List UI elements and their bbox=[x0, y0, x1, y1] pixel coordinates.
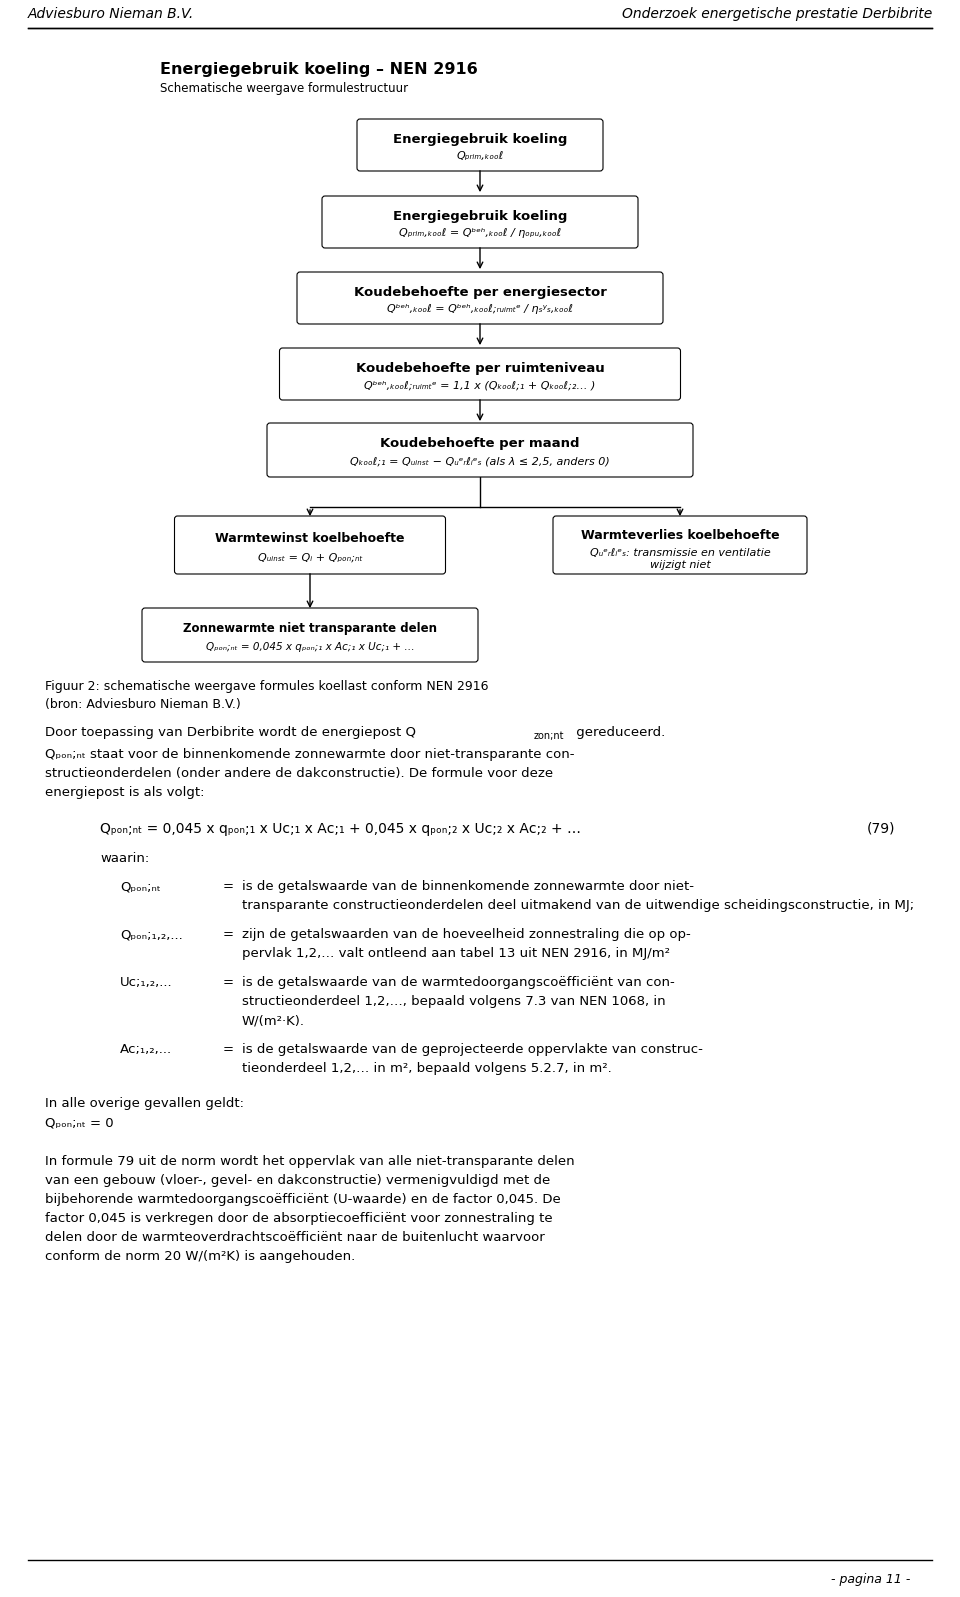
FancyBboxPatch shape bbox=[322, 196, 638, 248]
Text: Onderzoek energetische prestatie Derbibrite: Onderzoek energetische prestatie Derbibr… bbox=[622, 6, 932, 21]
Text: Qᵤᵢₙₛₜ = Qᵢ + Qₚₒₙ;ₙₜ: Qᵤᵢₙₛₜ = Qᵢ + Qₚₒₙ;ₙₜ bbox=[257, 553, 362, 564]
Text: Door toepassing van Derbibrite wordt de energiepost Q: Door toepassing van Derbibrite wordt de … bbox=[45, 727, 416, 739]
Text: structieonderdeel 1,2,…, bepaald volgens 7.3 van NEN 1068, in: structieonderdeel 1,2,…, bepaald volgens… bbox=[242, 995, 665, 1008]
Text: is de getalswaarde van de binnenkomende zonnewarmte door niet-: is de getalswaarde van de binnenkomende … bbox=[242, 880, 694, 893]
Text: Adviesburo Nieman B.V.: Adviesburo Nieman B.V. bbox=[28, 6, 194, 21]
Text: bijbehorende warmtedoorgangscoëfficiënt (U-waarde) en de factor 0,045. De: bijbehorende warmtedoorgangscoëfficiënt … bbox=[45, 1193, 561, 1206]
FancyBboxPatch shape bbox=[553, 516, 807, 573]
Text: Koudebehoefte per maand: Koudebehoefte per maand bbox=[380, 438, 580, 450]
Text: (79): (79) bbox=[867, 822, 895, 835]
Text: In formule 79 uit de norm wordt het oppervlak van alle niet-transparante delen: In formule 79 uit de norm wordt het oppe… bbox=[45, 1155, 575, 1167]
Text: Qₚᵣᵢₘ,ₖₒₒℓ = Qᵇᵉʰ,ₖₒₒℓ / ηₒₚᵤ,ₖₒₒℓ: Qₚᵣᵢₘ,ₖₒₒℓ = Qᵇᵉʰ,ₖₒₒℓ / ηₒₚᵤ,ₖₒₒℓ bbox=[398, 228, 562, 238]
FancyBboxPatch shape bbox=[279, 348, 681, 399]
Text: Warmteverlies koelbehoefte: Warmteverlies koelbehoefte bbox=[581, 529, 780, 541]
Text: tieonderdeel 1,2,… in m², bepaald volgens 5.2.7, in m².: tieonderdeel 1,2,… in m², bepaald volgen… bbox=[242, 1062, 612, 1075]
Text: Uᴄ;₁,₂,...: Uᴄ;₁,₂,... bbox=[120, 976, 173, 989]
Text: delen door de warmteoverdrachtscoëfficiënt naar de buitenlucht waarvoor: delen door de warmteoverdrachtscoëfficië… bbox=[45, 1231, 544, 1244]
Text: Qₚᵣᵢₘ,ₖₒₒℓ: Qₚᵣᵢₘ,ₖₒₒℓ bbox=[456, 152, 504, 161]
Text: is de getalswaarde van de geprojecteerde oppervlakte van construc-: is de getalswaarde van de geprojecteerde… bbox=[242, 1043, 703, 1056]
FancyBboxPatch shape bbox=[297, 271, 663, 324]
FancyBboxPatch shape bbox=[142, 608, 478, 663]
Text: wijzigt niet: wijzigt niet bbox=[650, 561, 710, 570]
Text: - pagina 11 -: - pagina 11 - bbox=[830, 1573, 910, 1586]
Text: Qₚₒₙ;ₙₜ = 0: Qₚₒₙ;ₙₜ = 0 bbox=[45, 1116, 113, 1131]
Text: =: = bbox=[223, 880, 233, 893]
Text: structieonderdelen (onder andere de dakconstructie). De formule voor deze: structieonderdelen (onder andere de dakc… bbox=[45, 767, 553, 779]
Text: Energiegebruik koeling: Energiegebruik koeling bbox=[393, 133, 567, 145]
Text: W/(m²·K).: W/(m²·K). bbox=[242, 1014, 305, 1027]
Text: Figuur 2: schematische weergave formules koellast conform NEN 2916: Figuur 2: schematische weergave formules… bbox=[45, 680, 489, 693]
Text: energiepost is als volgt:: energiepost is als volgt: bbox=[45, 786, 204, 798]
Text: Qₖₒₒℓ;₁ = Qᵤᵢₙₛₜ − Qᵤᵉᵣℓᵢᵉₛ (als λ ≤ 2,5, anders 0): Qₖₒₒℓ;₁ = Qᵤᵢₙₛₜ − Qᵤᵉᵣℓᵢᵉₛ (als λ ≤ 2,5… bbox=[350, 457, 610, 466]
Text: Koudebehoefte per ruimteniveau: Koudebehoefte per ruimteniveau bbox=[355, 361, 605, 375]
Text: conform de norm 20 W/(m²K) is aangehouden.: conform de norm 20 W/(m²K) is aangehoude… bbox=[45, 1250, 355, 1263]
Text: =: = bbox=[223, 928, 233, 941]
Text: (bron: Adviesburo Nieman B.V.): (bron: Adviesburo Nieman B.V.) bbox=[45, 698, 241, 711]
Text: waarin:: waarin: bbox=[100, 853, 149, 866]
Text: Qₚₒₙ;ₙₜ = 0,045 x qₚₒₙ;₁ x Uᴄ;₁ x Aᴄ;₁ + 0,045 x qₚₒₙ;₂ x Uᴄ;₂ x Aᴄ;₂ + …: Qₚₒₙ;ₙₜ = 0,045 x qₚₒₙ;₁ x Uᴄ;₁ x Aᴄ;₁ +… bbox=[100, 822, 581, 835]
Text: Energiegebruik koeling – NEN 2916: Energiegebruik koeling – NEN 2916 bbox=[160, 62, 478, 77]
Text: =: = bbox=[223, 976, 233, 989]
Text: Schematische weergave formulestructuur: Schematische weergave formulestructuur bbox=[160, 81, 408, 94]
Text: zon;nt: zon;nt bbox=[534, 731, 564, 741]
Text: Qᵇᵉʰ,ₖₒₒℓ;ᵣᵤᵢₘₜᵉ = 1,1 x (Qₖₒₒℓ;₁ + Qₖₒₒℓ;₂… ): Qᵇᵉʰ,ₖₒₒℓ;ᵣᵤᵢₘₜᵉ = 1,1 x (Qₖₒₒℓ;₁ + Qₖₒₒ… bbox=[364, 380, 596, 391]
Text: Qₚₒₙ;ₙₜ: Qₚₒₙ;ₙₜ bbox=[120, 880, 160, 893]
Text: Qᵇᵉʰ,ₖₒₒℓ = Qᵇᵉʰ,ₖₒₒℓ;ᵣᵤᵢₘₜᵉ / ηₛʸₛ,ₖₒₒℓ: Qᵇᵉʰ,ₖₒₒℓ = Qᵇᵉʰ,ₖₒₒℓ;ᵣᵤᵢₘₜᵉ / ηₛʸₛ,ₖₒₒℓ bbox=[387, 305, 573, 315]
Text: Qₚₒₙ;ₙₜ = 0,045 x qₚₒₙ;₁ x Aᴄ;₁ x Uᴄ;₁ + …: Qₚₒₙ;ₙₜ = 0,045 x qₚₒₙ;₁ x Aᴄ;₁ x Uᴄ;₁ +… bbox=[205, 642, 415, 652]
Text: =: = bbox=[223, 1043, 233, 1056]
Text: transparante constructieonderdelen deel uitmakend van de uitwendige scheidingsco: transparante constructieonderdelen deel … bbox=[242, 899, 914, 912]
Text: Aᴄ;₁,₂,...: Aᴄ;₁,₂,... bbox=[120, 1043, 172, 1056]
Text: Qₚₒₙ;₁,₂,...: Qₚₒₙ;₁,₂,... bbox=[120, 928, 182, 941]
FancyBboxPatch shape bbox=[267, 423, 693, 478]
Text: zijn de getalswaarden van de hoeveelheid zonnestraling die op op-: zijn de getalswaarden van de hoeveelheid… bbox=[242, 928, 691, 941]
Text: pervlak 1,2,… valt ontleend aan tabel 13 uit NEN 2916, in MJ/m²: pervlak 1,2,… valt ontleend aan tabel 13… bbox=[242, 947, 670, 960]
Text: Koudebehoefte per energiesector: Koudebehoefte per energiesector bbox=[353, 286, 607, 299]
Text: Warmtewinst koelbehoefte: Warmtewinst koelbehoefte bbox=[215, 532, 405, 545]
FancyBboxPatch shape bbox=[175, 516, 445, 573]
Text: gereduceerd.: gereduceerd. bbox=[572, 727, 665, 739]
Text: is de getalswaarde van de warmtedoorgangscoëfficiënt van con-: is de getalswaarde van de warmtedoorgang… bbox=[242, 976, 675, 989]
Text: Energiegebruik koeling: Energiegebruik koeling bbox=[393, 209, 567, 222]
Text: Zonnewarmte niet transparante delen: Zonnewarmte niet transparante delen bbox=[183, 623, 437, 636]
Text: Qᵤᵉᵣℓᵢᵉₛ: transmissie en ventilatie: Qᵤᵉᵣℓᵢᵉₛ: transmissie en ventilatie bbox=[589, 548, 770, 557]
Text: In alle overige gevallen geldt:: In alle overige gevallen geldt: bbox=[45, 1097, 244, 1110]
FancyBboxPatch shape bbox=[357, 120, 603, 171]
Text: factor 0,045 is verkregen door de absorptiecoefficiënt voor zonnestraling te: factor 0,045 is verkregen door de absorp… bbox=[45, 1212, 553, 1225]
Text: Qₚₒₙ;ₙₜ staat voor de binnenkomende zonnewarmte door niet-transparante con-: Qₚₒₙ;ₙₜ staat voor de binnenkomende zonn… bbox=[45, 747, 574, 762]
Text: van een gebouw (vloer-, gevel- en dakconstructie) vermenigvuldigd met de: van een gebouw (vloer-, gevel- en dakcon… bbox=[45, 1174, 550, 1187]
